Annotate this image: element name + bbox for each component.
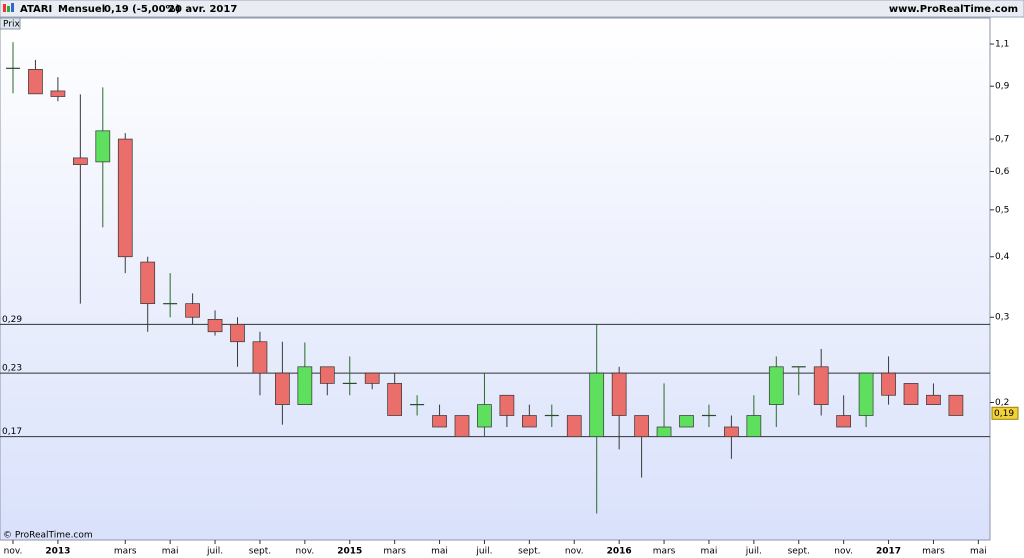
candle-body	[656, 426, 672, 438]
y-tick-label: 0,7	[995, 135, 1009, 145]
y-tick-label: 0,2	[995, 398, 1009, 408]
candle-body	[432, 415, 447, 428]
x-tick-label: juil.	[475, 547, 492, 557]
x-tick-label: mai	[431, 547, 448, 557]
x-tick-label: juil.	[206, 547, 223, 557]
x-tick-label: juil.	[745, 547, 762, 557]
y-tick-label: 1,1	[995, 40, 1009, 50]
x-tick-label: mars	[922, 547, 945, 557]
plot-area	[0, 17, 991, 541]
level-label: 0,29	[2, 315, 22, 325]
x-tick-label: mai	[701, 547, 718, 557]
y-tick-label: 0,4	[995, 252, 1010, 262]
level-label: 0,23	[2, 364, 22, 374]
x-tick-label: nov.	[834, 547, 853, 557]
candle-body	[746, 415, 762, 438]
quote: 0,19 (-5,00%)	[104, 4, 180, 15]
candle-body	[521, 415, 537, 428]
candle-body	[95, 130, 111, 163]
candle-body	[948, 394, 964, 416]
x-tick-label: nov.	[295, 547, 314, 557]
last-price-tag	[991, 406, 1019, 420]
period: Mensuel	[58, 4, 105, 15]
candle-body	[454, 415, 470, 438]
x-tick-label: 2015	[337, 547, 362, 557]
candle-body	[634, 415, 649, 438]
candle-body	[926, 394, 941, 405]
candle-body	[387, 383, 402, 416]
y-tick-label: 0,6	[995, 167, 1010, 177]
candle-body	[903, 383, 919, 405]
x-tick-label: 2016	[607, 547, 632, 557]
candle-body	[50, 90, 66, 97]
y-tick-label: 0,5	[995, 205, 1009, 215]
candle-body	[589, 372, 605, 438]
candle-body	[230, 324, 245, 343]
candle-body	[117, 138, 133, 258]
candle-body	[252, 341, 268, 374]
watermark: © ProRealTime.com	[3, 531, 93, 541]
candle-body	[858, 372, 874, 416]
candle-body	[611, 372, 627, 416]
panel-tab	[0, 17, 21, 30]
date: 20 avr. 2017	[168, 4, 237, 15]
candle-body	[364, 372, 380, 384]
y-tick-label: 0,9	[995, 82, 1010, 92]
candle-body	[297, 366, 313, 405]
candle-body	[768, 366, 784, 405]
site[interactable]: www.ProRealTime.com	[889, 4, 1018, 15]
candle-body	[140, 261, 156, 305]
candle-body	[499, 394, 515, 416]
candle-body	[28, 69, 43, 95]
candle-body	[836, 415, 852, 428]
header-bar	[0, 0, 1024, 18]
x-tick-label: sept.	[249, 547, 271, 557]
x-tick-label: sept.	[518, 547, 540, 557]
candle-body	[72, 157, 88, 165]
x-tick-label: mars	[653, 547, 676, 557]
panel-label: Prix	[3, 20, 20, 30]
level-label: 0,17	[2, 427, 22, 437]
candle-body	[185, 303, 200, 318]
candle-body	[319, 366, 335, 384]
x-tick-label: sept.	[788, 547, 810, 557]
header-icon	[3, 3, 14, 12]
x-tick-label: nov.	[565, 547, 584, 557]
candle-body	[275, 372, 290, 405]
candle-body	[881, 372, 896, 396]
candle-body	[679, 415, 694, 428]
last-price-label: 0,19	[994, 409, 1014, 419]
candle-body	[813, 366, 829, 405]
x-tick-label: 2017	[876, 547, 901, 557]
x-tick-label: mai	[162, 547, 179, 557]
x-tick-label: mars	[383, 547, 406, 557]
x-tick-label: mars	[114, 547, 137, 557]
candle-body	[477, 404, 492, 428]
symbol: ATARI	[20, 4, 52, 15]
candle-body	[207, 319, 223, 333]
candle-body	[724, 426, 739, 438]
x-tick-label: mai	[970, 547, 987, 557]
x-tick-label: nov.	[4, 547, 23, 557]
candle-body	[566, 415, 582, 438]
x-tick-label: 2013	[45, 547, 70, 557]
y-tick-label: 0,3	[995, 313, 1009, 323]
